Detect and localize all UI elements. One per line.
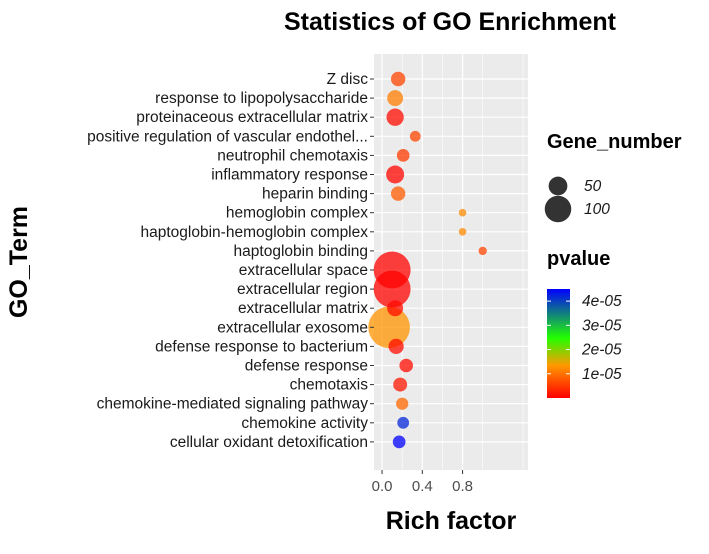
y-tick-label: heparin binding <box>262 186 368 203</box>
y-tick-label: chemotaxis <box>290 377 369 394</box>
y-tick-label: defense response <box>245 358 368 375</box>
color-legend-title: pvalue <box>547 248 610 270</box>
y-tick-label: response to lipopolysaccharide <box>155 90 368 107</box>
y-tick-label: haptoglobin binding <box>234 243 368 260</box>
size-legend-title: Gene_number <box>547 131 682 153</box>
data-point <box>397 416 410 429</box>
data-point <box>396 397 409 410</box>
x-axis-ticks: 0.0 0.4 0.8 <box>372 470 473 495</box>
data-point <box>409 130 421 142</box>
size-legend-key <box>544 195 572 223</box>
data-point <box>390 186 406 201</box>
y-tick-label: extracellular matrix <box>238 300 368 317</box>
data-point <box>386 108 404 126</box>
size-legend-label: 100 <box>584 201 610 218</box>
data-point <box>368 306 410 349</box>
color-legend: pvalue 4e-05 3e-05 2e-05 1e-05 <box>547 248 622 398</box>
data-point <box>458 227 467 236</box>
chart-title: Statistics of GO Enrichment <box>284 8 617 36</box>
data-points <box>368 71 487 449</box>
x-tick-label: 0.8 <box>452 478 473 495</box>
colorbar-label: 1e-05 <box>582 366 622 383</box>
size-legend: Gene_number 50 100 <box>544 131 682 223</box>
data-point <box>387 90 404 107</box>
data-point <box>478 246 487 256</box>
data-point <box>393 377 408 392</box>
y-axis-ticks: Z disc response to lipopolysaccharide prot… <box>87 71 374 451</box>
data-point <box>458 208 467 217</box>
data-point <box>390 71 406 87</box>
y-tick-label: defense response to bacterium <box>155 338 368 355</box>
x-axis-title: Rich factor <box>386 507 517 535</box>
y-tick-label: haptoglobin-hemoglobin complex <box>141 224 369 241</box>
colorbar-label: 4e-05 <box>582 293 622 310</box>
x-tick-label: 0.0 <box>372 478 393 495</box>
y-tick-label: cellular oxidant detoxification <box>170 434 368 451</box>
y-tick-label: inflammatory response <box>211 167 368 184</box>
colorbar-label: 2e-05 <box>581 342 622 359</box>
colorbar-label: 3e-05 <box>582 317 622 334</box>
y-axis-title: GO_Term <box>5 206 33 318</box>
data-point <box>387 300 404 317</box>
data-point <box>396 149 410 162</box>
y-tick-label: chemokine-mediated signaling pathway <box>97 396 369 413</box>
y-tick-label: chemokine activity <box>241 415 368 432</box>
y-tick-label: positive regulation of vascular endothel… <box>87 128 368 145</box>
data-point <box>386 165 405 184</box>
y-tick-label: hemoglobin complex <box>226 205 368 222</box>
y-tick-label: extracellular region <box>237 281 368 298</box>
y-tick-label: Z disc <box>327 71 369 88</box>
x-tick-label: 0.4 <box>412 478 433 495</box>
y-tick-label: extracellular exosome <box>217 319 368 336</box>
size-legend-key <box>548 176 568 196</box>
pvalue-colorbar <box>547 289 570 398</box>
data-point <box>392 435 406 449</box>
data-point <box>388 338 404 355</box>
size-legend-label: 50 <box>584 178 602 195</box>
y-tick-label: neutrophil chemotaxis <box>217 147 368 164</box>
y-tick-label: extracellular space <box>239 262 368 279</box>
y-tick-label: proteinaceous extracellular matrix <box>136 109 368 126</box>
data-point <box>373 270 411 308</box>
data-point <box>399 358 414 373</box>
